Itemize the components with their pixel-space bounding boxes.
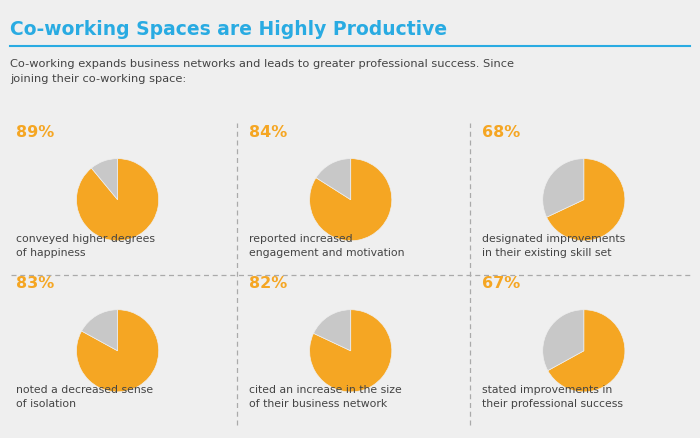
Text: 68%: 68% — [482, 125, 521, 140]
Text: 83%: 83% — [16, 276, 55, 291]
Wedge shape — [542, 310, 584, 371]
Wedge shape — [76, 310, 159, 392]
Text: 82%: 82% — [249, 276, 288, 291]
Wedge shape — [314, 310, 351, 351]
Text: 89%: 89% — [16, 125, 55, 140]
Text: stated improvements in
their professional success: stated improvements in their professiona… — [482, 385, 623, 409]
Text: 67%: 67% — [482, 276, 521, 291]
Text: designated improvements
in their existing skill set: designated improvements in their existin… — [482, 234, 626, 258]
Wedge shape — [92, 159, 118, 200]
Wedge shape — [309, 159, 392, 241]
Wedge shape — [542, 159, 584, 217]
Wedge shape — [82, 310, 118, 351]
Text: conveyed higher degrees
of happiness: conveyed higher degrees of happiness — [16, 234, 155, 258]
Wedge shape — [548, 310, 625, 392]
Wedge shape — [547, 159, 625, 241]
Text: reported increased
engagement and motivation: reported increased engagement and motiva… — [249, 234, 405, 258]
Text: noted a decreased sense
of isolation: noted a decreased sense of isolation — [16, 385, 153, 409]
Wedge shape — [316, 159, 351, 200]
Text: Co-working Spaces are Highly Productive: Co-working Spaces are Highly Productive — [10, 20, 447, 39]
Text: 84%: 84% — [249, 125, 288, 140]
Text: cited an increase in the size
of their business network: cited an increase in the size of their b… — [249, 385, 402, 409]
Text: Co-working expands business networks and leads to greater professional success. : Co-working expands business networks and… — [10, 59, 514, 84]
Wedge shape — [76, 159, 159, 241]
Wedge shape — [309, 310, 392, 392]
